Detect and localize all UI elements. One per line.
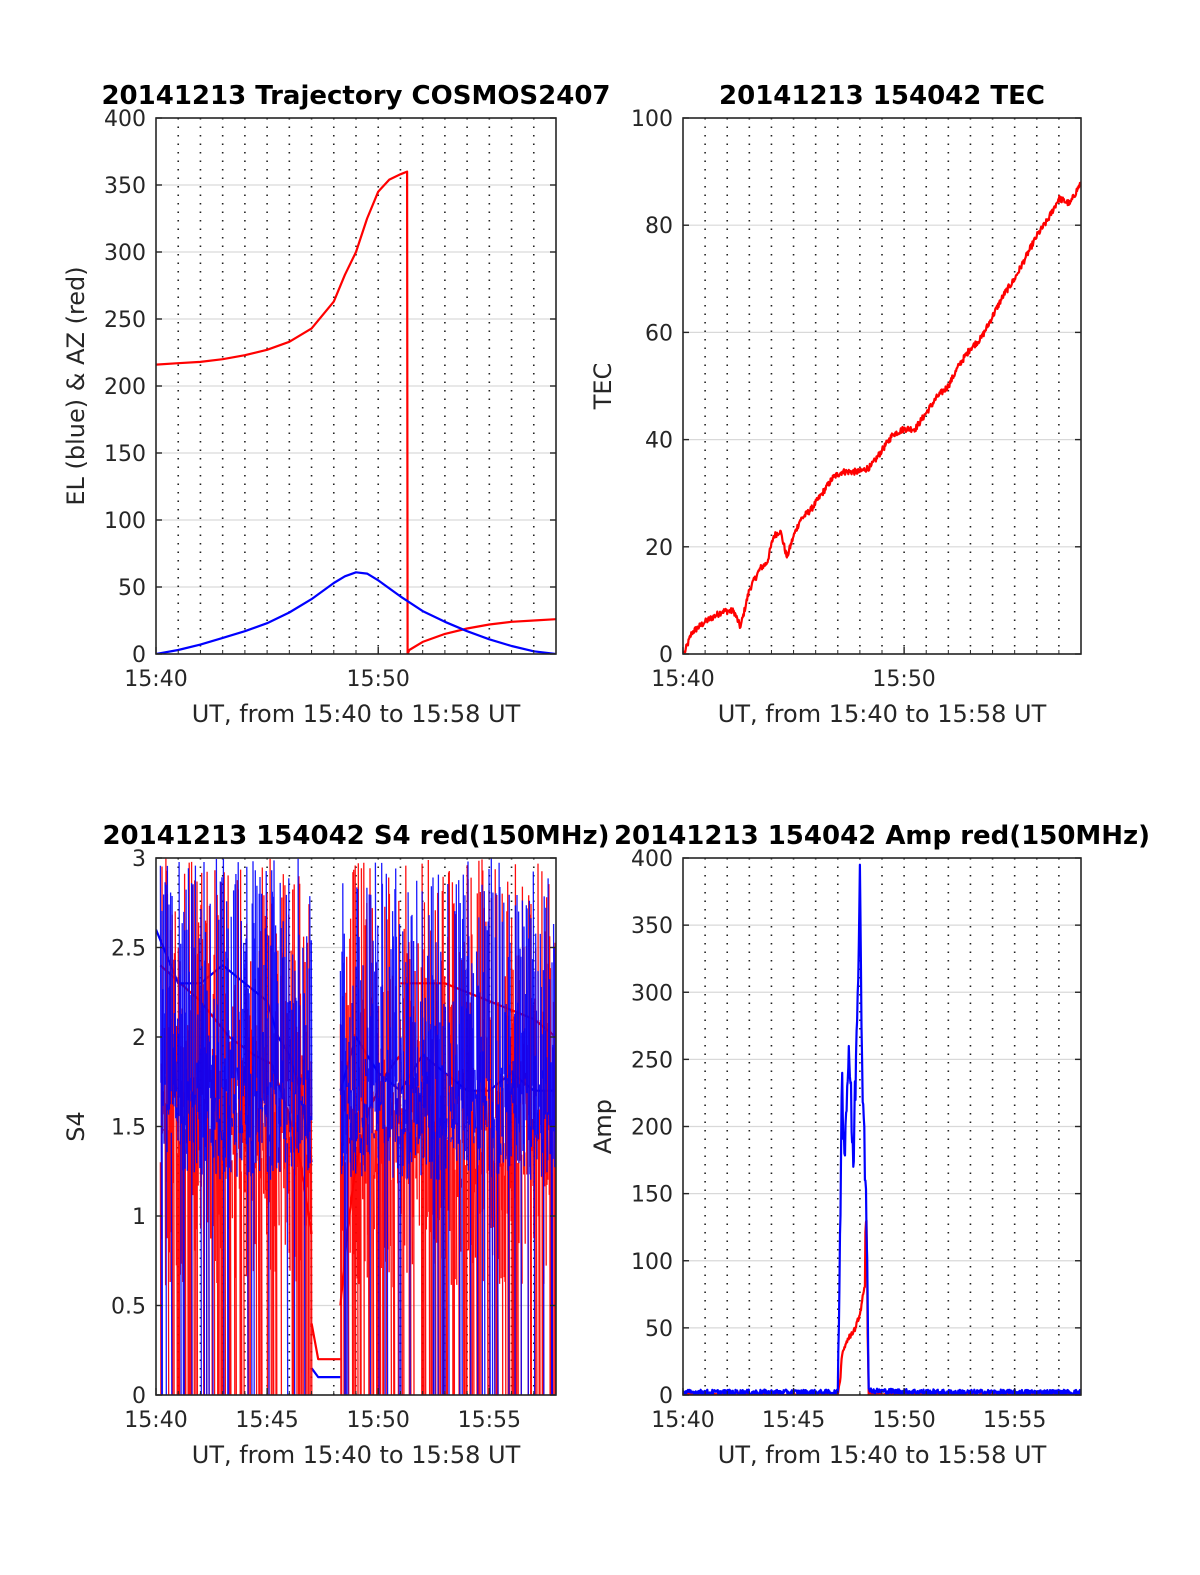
y-axis-label: TEC <box>589 363 617 411</box>
y-tick-label: 200 <box>631 1116 673 1141</box>
y-tick-label: 0 <box>132 1384 146 1409</box>
series-line-red-1 <box>310 1323 341 1361</box>
series-spikes <box>159 858 556 1395</box>
x-tick-label: 15:55 <box>458 1408 521 1433</box>
series-spikes-blue <box>339 858 556 1395</box>
y-tick-label: 0 <box>659 1384 673 1409</box>
chart-title: 20141213 154042 S4 red(150MHz) <box>102 821 609 851</box>
y-tick-label: 100 <box>631 107 673 132</box>
chart-title: 20141213 154042 Amp red(150MHz) <box>614 821 1150 851</box>
y-tick-label: 3 <box>132 847 146 872</box>
x-axis-label: UT, from 15:40 to 15:58 UT <box>192 700 521 728</box>
y-tick-label: 300 <box>104 241 146 266</box>
chart-title: 20141213 154042 TEC <box>719 81 1045 111</box>
x-tick-label: 15:50 <box>347 1408 410 1433</box>
x-axis-label: UT, from 15:40 to 15:58 UT <box>718 700 1047 728</box>
x-tick-label: 15:50 <box>347 667 410 692</box>
y-tick-label: 250 <box>104 308 146 333</box>
plot-area <box>683 118 1081 654</box>
x-axis-label: UT, from 15:40 to 15:58 UT <box>192 1441 521 1469</box>
x-tick-label: 15:50 <box>872 1408 935 1433</box>
series-group <box>156 170 556 654</box>
series-line-blue <box>156 571 556 654</box>
y-tick-label: 2 <box>132 1026 146 1051</box>
x-tick-label: 15:50 <box>872 667 935 692</box>
x-tick-label: 15:55 <box>983 1408 1046 1433</box>
y-tick-label: 60 <box>645 321 673 346</box>
y-tick-label: 0 <box>659 643 673 668</box>
series-spikes-blue <box>159 858 313 1395</box>
y-tick-label: 1.5 <box>111 1116 146 1141</box>
x-tick-label: 15:40 <box>124 1408 187 1433</box>
x-tick-label: 15:45 <box>762 1408 825 1433</box>
y-tick-label: 100 <box>631 1250 673 1275</box>
y-tick-label: 0.5 <box>111 1295 146 1320</box>
x-tick-label: 15:40 <box>651 667 714 692</box>
y-axis-label: Amp <box>589 1099 617 1154</box>
y-tick-label: 400 <box>104 107 146 132</box>
y-tick-label: 300 <box>631 981 673 1006</box>
chart-s4: 0 0.5 1 1.5 2 2.5 3 15:40 15:45 15:50 15:55 UT, fro… <box>62 821 610 1469</box>
series-line-red <box>156 170 556 654</box>
x-tick-label: 15:40 <box>651 1408 714 1433</box>
y-tick-label: 150 <box>631 1183 673 1208</box>
y-tick-label: 50 <box>645 1317 673 1342</box>
x-tick-label: 15:40 <box>124 667 187 692</box>
y-tick-label: 20 <box>645 536 673 561</box>
y-tick-label: 150 <box>104 442 146 467</box>
y-tick-label: 350 <box>104 174 146 199</box>
y-tick-label: 100 <box>104 509 146 534</box>
x-tick-label: 15:45 <box>235 1408 298 1433</box>
y-tick-label: 0 <box>132 643 146 668</box>
y-axis-label: S4 <box>62 1111 90 1142</box>
y-tick-label: 80 <box>645 214 673 239</box>
chart-tec: 0 20 40 60 80 100 15:40 15:50 UT, from 15:40 to … <box>589 81 1082 728</box>
y-tick-label: 50 <box>118 576 146 601</box>
x-axis-label: UT, from 15:40 to 15:58 UT <box>718 1441 1047 1469</box>
series-line-red <box>683 181 1081 654</box>
series-line-blue-1 <box>310 1367 341 1379</box>
y-tick-label: 400 <box>631 847 673 872</box>
series-group <box>683 181 1081 654</box>
y-axis-label: EL (blue) & AZ (red) <box>62 266 90 505</box>
y-tick-label: 350 <box>631 914 673 939</box>
y-tick-label: 200 <box>104 375 146 400</box>
chart-title: 20141213 Trajectory COSMOS2407 <box>101 81 610 111</box>
y-tick-label: 1 <box>132 1205 146 1230</box>
y-tick-label: 250 <box>631 1048 673 1073</box>
y-tick-label: 2.5 <box>111 937 146 962</box>
chart-trajectory: 0 50 100 150 200 250 300 350 400 15:40 15:50 UT, fr… <box>62 81 611 728</box>
y-tick-label: 40 <box>645 429 673 454</box>
chart-amp: 0 50 100 150 200 250 300 350 400 15:40 15:45 15:50 1… <box>589 821 1150 1469</box>
